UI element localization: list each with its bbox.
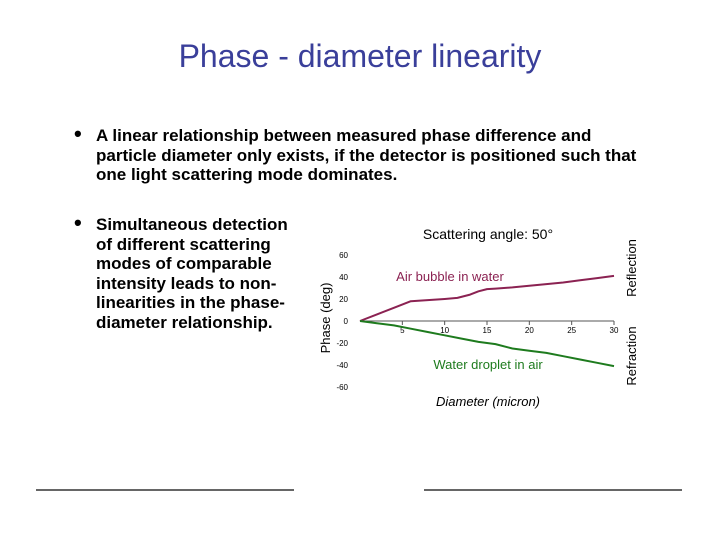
y-axis-label: Phase (deg) <box>318 283 333 354</box>
bullet-text-linear: A linear relationship between measured p… <box>96 126 637 184</box>
y-tick-label: 40 <box>339 273 348 282</box>
x-tick-label: 20 <box>525 326 534 335</box>
y-tick-label: 20 <box>339 295 348 304</box>
reflection-label: Reflection <box>624 239 639 297</box>
chart-title: Scattering angle: 50° <box>423 226 553 242</box>
refraction-label: Refraction <box>624 326 639 385</box>
footer-rule-left <box>36 489 294 491</box>
series-line-air-bubble <box>359 274 615 322</box>
y-tick-label: 60 <box>339 251 348 260</box>
x-tick-label: 25 <box>567 326 576 335</box>
x-tick-label: 10 <box>440 326 449 335</box>
x-tick-label: 30 <box>610 326 619 335</box>
x-tick-label: 5 <box>400 326 405 335</box>
y-tick-label: -60 <box>336 383 348 392</box>
series-line-water-droplet <box>359 320 615 368</box>
slide-title: Phase - diameter linearity <box>178 38 542 74</box>
bullet-text-nonlinear: Simultaneous detection of different scat… <box>96 215 288 332</box>
bullet-marker: • <box>74 121 82 146</box>
x-tick-label: 15 <box>483 326 492 335</box>
series-label-water-droplet: Water droplet in air <box>433 357 543 372</box>
series-label-air-bubble: Air bubble in water <box>396 269 504 284</box>
y-tick-label: 0 <box>344 317 349 326</box>
bullet-marker: • <box>74 210 82 235</box>
y-tick-label: -40 <box>336 361 348 370</box>
x-axis-label: Diameter (micron) <box>436 394 540 409</box>
y-tick-label: -20 <box>336 339 348 348</box>
footer-rule-right <box>424 489 682 491</box>
